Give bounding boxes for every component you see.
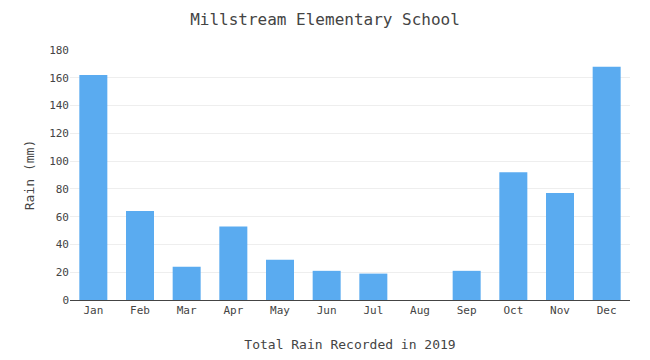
svg-text:120: 120 xyxy=(49,127,69,140)
svg-text:Jul: Jul xyxy=(363,304,383,317)
svg-text:Feb: Feb xyxy=(130,304,150,317)
svg-text:May: May xyxy=(270,304,290,317)
svg-text:160: 160 xyxy=(49,72,69,85)
svg-text:60: 60 xyxy=(56,211,69,224)
svg-text:Oct: Oct xyxy=(503,304,523,317)
svg-text:Jun: Jun xyxy=(317,304,337,317)
svg-text:140: 140 xyxy=(49,99,69,112)
svg-text:100: 100 xyxy=(49,155,69,168)
svg-text:20: 20 xyxy=(56,266,69,279)
svg-text:Dec: Dec xyxy=(597,304,617,317)
svg-text:Sep: Sep xyxy=(457,304,477,317)
svg-text:Apr: Apr xyxy=(223,304,243,317)
svg-text:Millstream Elementary School: Millstream Elementary School xyxy=(190,10,460,29)
svg-text:Rain (mm): Rain (mm) xyxy=(22,140,37,210)
svg-text:Aug: Aug xyxy=(410,304,430,317)
svg-text:180: 180 xyxy=(49,44,69,57)
svg-text:0: 0 xyxy=(62,294,69,307)
svg-text:Jan: Jan xyxy=(83,304,103,317)
svg-text:Mar: Mar xyxy=(177,304,197,317)
svg-text:Total Rain Recorded in 2019: Total Rain Recorded in 2019 xyxy=(244,337,455,352)
svg-text:40: 40 xyxy=(56,238,69,251)
svg-text:Nov: Nov xyxy=(550,304,570,317)
svg-text:80: 80 xyxy=(56,183,69,196)
